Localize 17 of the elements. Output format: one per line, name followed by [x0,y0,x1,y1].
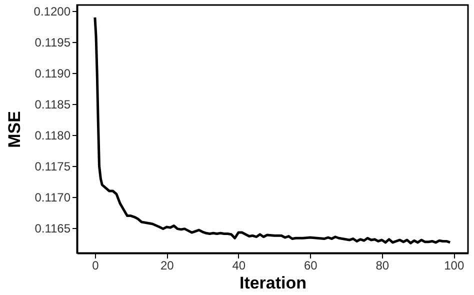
y-tick-label: 0.1185 [34,98,71,112]
y-tick-label: 0.1195 [34,36,71,50]
y-tick-label: 0.1175 [34,160,71,174]
x-tick-label: 0 [92,258,100,272]
line-series [94,16,452,244]
x-tick-label: 100 [444,258,464,272]
y-tick-label: 0.1200 [34,4,71,19]
y-tick-label: 0.1165 [34,222,71,236]
y-axis-title: MSE [4,111,24,148]
y-tick-label: 0.1170 [34,190,71,205]
x-tick-label: 20 [160,258,174,272]
y-tick-label: 0.1180 [34,128,71,143]
x-tick-label: 40 [232,258,246,272]
x-axis-title: Iteration [239,274,307,292]
x-tick-label: 60 [304,258,318,272]
y-tick-label: 0.1190 [34,66,71,81]
x-tick-label: 80 [376,258,390,272]
